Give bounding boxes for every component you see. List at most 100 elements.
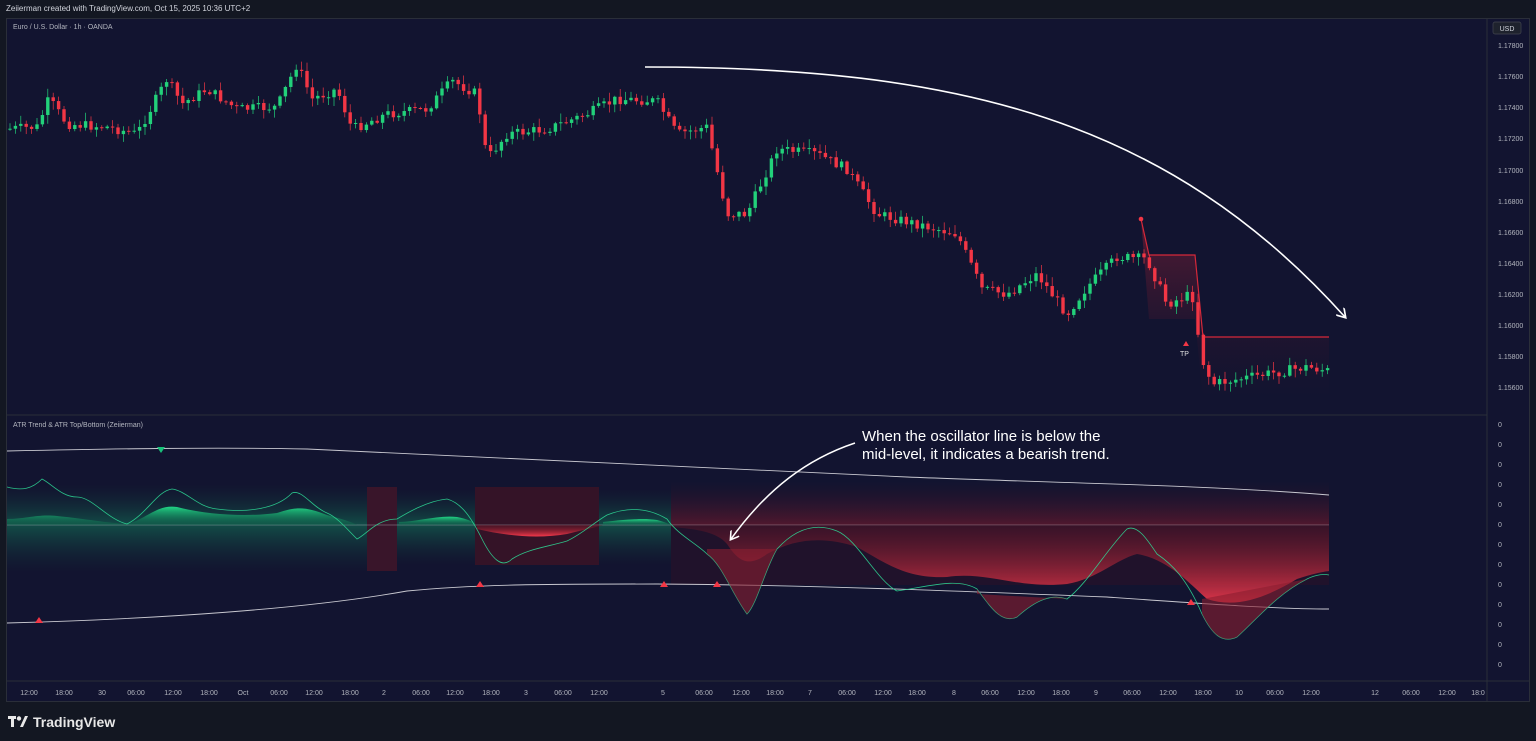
candle-body [262,103,266,111]
time-axis[interactable]: 12:00 18:00 30 06:00 12:00 18:00 Oct 06:00 12:00… [20,690,1485,697]
bearish-marker-icon [1187,599,1195,605]
candle-body [1093,274,1098,284]
time-tick: 06:00 [981,690,999,697]
candle-body [1239,379,1243,381]
time-tick: 18:00 [1052,690,1070,697]
time-tick: 5 [661,690,665,697]
currency-button[interactable]: USD [1492,21,1522,35]
candle-body [1201,334,1206,366]
candle-body [1147,257,1152,269]
chart-canvas[interactable]: Euro / U.S. Dollar · 1h · OANDA USD 1.17… [6,19,1529,701]
indicator-scale[interactable]: 0 0 0 0 0 0 0 0 0 0 0 0 0 [1498,422,1502,669]
candle-body [1153,268,1157,282]
candle-body [483,114,487,146]
annotation-line-1: When the oscillator line is below the [862,428,1100,445]
candle-body [1120,259,1125,262]
candle-body [256,103,261,105]
candle-body [100,127,104,129]
time-tick: 2 [382,690,386,697]
candle-body [775,153,779,159]
candle-body [866,189,871,203]
candle-body [931,229,936,231]
time-tick: 06:00 [695,690,713,697]
tp-label: TP [1180,351,1189,358]
symbol-title[interactable]: Euro / U.S. Dollar · 1h · OANDA [13,24,113,31]
candle-body [1315,367,1319,372]
time-tick: 06:00 [838,690,856,697]
candle-body [1309,365,1314,368]
candle-body [208,92,212,95]
trail-start-dot [1138,216,1144,222]
price-tick: 1.16800 [1498,199,1523,206]
candle-body [251,104,255,110]
candle-body [316,95,320,99]
candle-body [985,286,990,288]
candle-body [537,127,541,133]
candle-body [683,129,687,132]
candle-body [845,161,849,174]
candle-body [947,233,952,235]
candle-body [321,95,325,98]
candle-body [807,148,811,150]
candle-body [370,120,374,125]
candle-body [143,124,147,127]
candle-body [1255,372,1260,375]
candle-body [726,198,730,217]
time-tick: 18:00 [1194,690,1212,697]
price-tick: 1.16200 [1498,292,1523,299]
candle-body [413,107,417,109]
candle-body [1050,286,1054,297]
candle-body [742,211,747,217]
indicator-title[interactable]: ATR Trend & ATR Top/Bottom (Zeiierman) [13,422,143,429]
candle-body [974,262,979,274]
candle-body [532,127,536,133]
candle-body [1228,382,1233,384]
candle-body [213,90,217,95]
bear-histogram [477,525,603,537]
bearish-marker-icon [35,617,43,623]
chart-frame[interactable]: Euro / U.S. Dollar · 1h · OANDA USD 1.17… [6,18,1530,702]
indicator-tick: 0 [1498,602,1502,609]
candle-body [991,286,995,288]
candle-body [1185,291,1189,301]
time-tick: 12:00 [1159,690,1177,697]
candle-body [348,112,352,124]
indicator-tick: 0 [1498,562,1502,569]
bear-band [475,487,599,525]
time-tick: 18:00 [766,690,784,697]
candle-body [629,97,633,101]
candle-body [1217,379,1222,385]
candle-body [548,131,552,133]
candle-body [964,241,968,250]
candle-body [753,191,757,208]
candlestick-series[interactable] [8,61,1330,392]
candle-body [1266,370,1270,376]
candle-body [780,148,784,154]
tradingview-brand[interactable]: TradingView [8,714,115,730]
price-tick: 1.15800 [1498,354,1523,361]
time-tick: 9 [1094,690,1098,697]
candle-body [154,94,158,112]
time-tick: 18:00 [341,690,359,697]
candle-body [580,115,585,117]
candle-body [715,148,720,173]
candle-body [758,186,763,192]
candle-body [78,125,82,128]
candle-body [46,97,50,116]
candle-body [656,98,660,100]
candle-body [1039,273,1044,283]
candle-body [1028,281,1033,284]
candle-body [488,145,493,152]
candle-body [569,119,574,123]
price-tick: 1.16600 [1498,230,1523,237]
candle-body [591,105,595,116]
candle-body [478,88,482,115]
price-scale[interactable]: 1.17800 1.17600 1.17400 1.17200 1.17000 … [1498,43,1523,392]
candle-body [856,174,860,182]
candle-body [467,90,471,95]
candle-body [1066,313,1071,315]
candle-body [110,126,115,128]
candle-body [515,128,520,132]
candle-body [942,230,946,234]
indicator-pane[interactable]: ATR Trend & ATR Top/Bottom (Zeiierman) [6,422,1502,669]
